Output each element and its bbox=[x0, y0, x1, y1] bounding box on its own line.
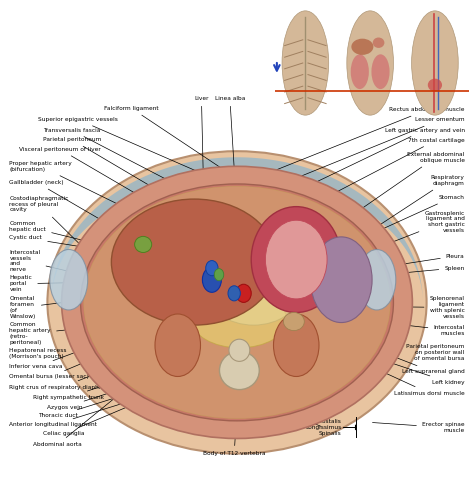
Ellipse shape bbox=[155, 314, 201, 376]
Text: Rectus abdominis muscle: Rectus abdominis muscle bbox=[256, 107, 465, 178]
Ellipse shape bbox=[351, 39, 374, 55]
Ellipse shape bbox=[229, 339, 250, 361]
Text: Hepatorenal recess
(Morrison's pouch): Hepatorenal recess (Morrison's pouch) bbox=[9, 331, 165, 359]
Ellipse shape bbox=[81, 184, 393, 421]
PathPatch shape bbox=[51, 157, 423, 302]
Text: Costodiaphragmatic
recess of pleural
cavity: Costodiaphragmatic recess of pleural cav… bbox=[9, 196, 86, 250]
Text: Respiratory
diaphragm: Respiratory diaphragm bbox=[348, 175, 465, 245]
Text: Linea alba: Linea alba bbox=[215, 96, 245, 173]
Ellipse shape bbox=[62, 166, 412, 438]
Text: Left kidney: Left kidney bbox=[316, 338, 465, 385]
Ellipse shape bbox=[206, 255, 301, 325]
Ellipse shape bbox=[351, 54, 369, 89]
Text: Parietal peritoneum: Parietal peritoneum bbox=[43, 137, 166, 195]
Text: Common
hepatic duct: Common hepatic duct bbox=[9, 221, 210, 272]
Text: Inferior vena cava: Inferior vena cava bbox=[9, 294, 232, 369]
Text: Intercostal
vessels
and
nerve: Intercostal vessels and nerve bbox=[9, 250, 80, 274]
Text: Omental
foramen
(of
Winslow): Omental foramen (of Winslow) bbox=[9, 285, 206, 319]
Ellipse shape bbox=[310, 237, 372, 323]
Text: Abdominal aorta: Abdominal aorta bbox=[33, 295, 241, 447]
Ellipse shape bbox=[202, 267, 221, 292]
Text: Parietal peritoneum
on posterior wall
of omental bursa: Parietal peritoneum on posterior wall of… bbox=[368, 338, 465, 361]
Text: Latissimus dorsi muscle: Latissimus dorsi muscle bbox=[344, 354, 465, 396]
Text: Erector spinae
muscle: Erector spinae muscle bbox=[373, 422, 465, 433]
Ellipse shape bbox=[411, 11, 458, 115]
Text: Thoracic duct: Thoracic duct bbox=[38, 361, 232, 418]
Ellipse shape bbox=[206, 261, 218, 276]
Text: Pleura: Pleura bbox=[380, 254, 465, 268]
Text: Liver: Liver bbox=[194, 96, 209, 196]
Ellipse shape bbox=[273, 314, 319, 376]
Text: Celiac ganglia: Celiac ganglia bbox=[43, 364, 229, 436]
Text: Gallbladder (neck): Gallbladder (neck) bbox=[9, 180, 141, 243]
Ellipse shape bbox=[428, 79, 442, 91]
Ellipse shape bbox=[372, 54, 390, 89]
Ellipse shape bbox=[265, 220, 327, 299]
Text: Stomach: Stomach bbox=[334, 195, 465, 251]
Text: Right crus of respiratory diaphragm: Right crus of respiratory diaphragm bbox=[9, 329, 211, 390]
Text: Cystic duct: Cystic duct bbox=[9, 235, 206, 267]
Text: Body of T12 vertebra: Body of T12 vertebra bbox=[203, 373, 265, 456]
Text: Iliocostalis
Longissimus
Spinalis: Iliocostalis Longissimus Spinalis bbox=[305, 419, 341, 435]
Ellipse shape bbox=[251, 207, 341, 312]
Text: Left gastric artery and vein: Left gastric artery and vein bbox=[273, 128, 465, 203]
Text: Gastrosplenic
ligament and
short gastric
vessels: Gastrosplenic ligament and short gastric… bbox=[346, 211, 465, 260]
Text: Right sympathetic trunk: Right sympathetic trunk bbox=[33, 346, 224, 400]
Text: Visceral peritoneum of liver: Visceral peritoneum of liver bbox=[19, 147, 154, 204]
Text: Transversalis fascia: Transversalis fascia bbox=[43, 128, 182, 187]
Text: 7th costal cartilage: 7th costal cartilage bbox=[296, 138, 465, 213]
Text: Common
hepatic artery
(retro-
peritoneal): Common hepatic artery (retro- peritoneal… bbox=[9, 318, 184, 345]
Ellipse shape bbox=[135, 236, 152, 253]
Ellipse shape bbox=[50, 249, 88, 310]
Ellipse shape bbox=[236, 284, 251, 302]
Ellipse shape bbox=[358, 249, 396, 310]
Text: Proper hepatic artery
(bifurcation): Proper hepatic artery (bifurcation) bbox=[9, 161, 187, 238]
Ellipse shape bbox=[283, 312, 304, 331]
Text: Anterior longitudinal ligament: Anterior longitudinal ligament bbox=[9, 369, 234, 427]
Text: Superior epigastric vessels: Superior epigastric vessels bbox=[38, 117, 218, 180]
Text: Falciform ligament: Falciform ligament bbox=[104, 106, 230, 174]
Text: Left suprarenal gland: Left suprarenal gland bbox=[306, 323, 465, 374]
Ellipse shape bbox=[219, 351, 259, 390]
Ellipse shape bbox=[373, 37, 384, 48]
Text: Omental bursa (lesser sac): Omental bursa (lesser sac) bbox=[9, 303, 225, 380]
Text: External abdominal
oblique muscle: External abdominal oblique muscle bbox=[334, 152, 465, 228]
Ellipse shape bbox=[228, 286, 240, 301]
Ellipse shape bbox=[347, 11, 393, 115]
Ellipse shape bbox=[47, 151, 427, 454]
Ellipse shape bbox=[214, 269, 224, 281]
Ellipse shape bbox=[84, 186, 390, 418]
Ellipse shape bbox=[282, 11, 328, 115]
Text: Splenorenal
ligament
with splenic
vessels: Splenorenal ligament with splenic vessel… bbox=[367, 296, 465, 319]
Text: Intercostal
muscles: Intercostal muscles bbox=[376, 322, 465, 336]
Text: Lesser omentum: Lesser omentum bbox=[265, 117, 465, 191]
Ellipse shape bbox=[192, 292, 287, 348]
Text: Azygos vein: Azygos vein bbox=[47, 354, 230, 410]
Text: Hepatic
portal
vein: Hepatic portal vein bbox=[9, 276, 209, 292]
Ellipse shape bbox=[111, 199, 277, 325]
Text: Spleen: Spleen bbox=[370, 266, 465, 276]
